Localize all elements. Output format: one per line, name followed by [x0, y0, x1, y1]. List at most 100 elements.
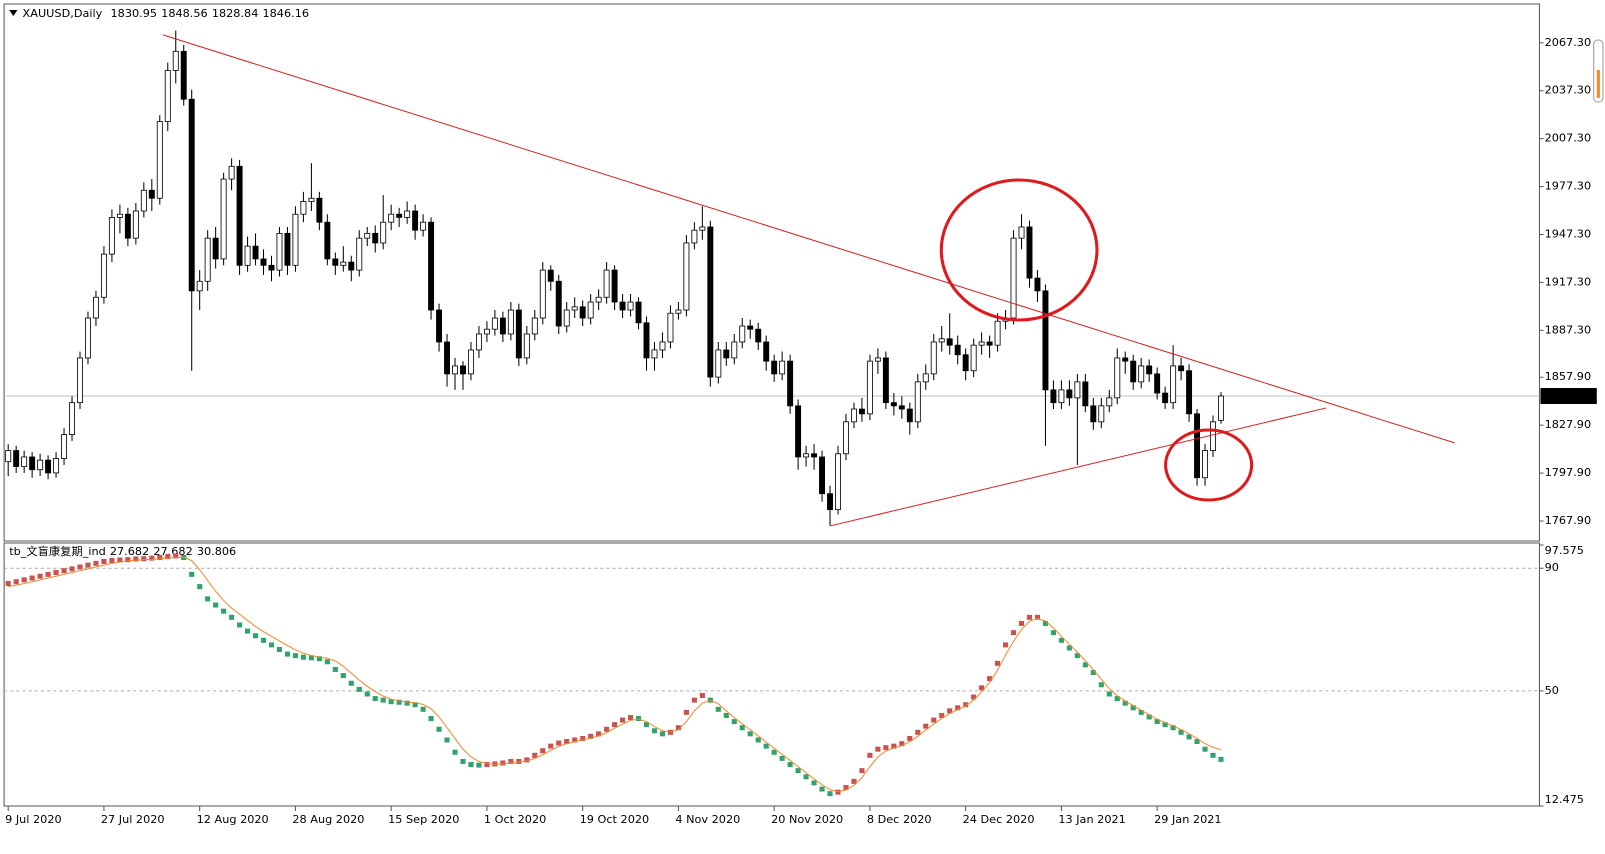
candle-body: [132, 210, 139, 239]
candle-body: [340, 261, 347, 266]
indicator-dot: [1066, 645, 1072, 651]
indicator-header: tb_文盲康复期_ind 27.682 27.682 30.806: [9, 544, 236, 558]
y-tick-label: 1827.90: [1545, 418, 1592, 431]
indicator-dot: [436, 726, 442, 732]
indicator-dot: [851, 778, 857, 784]
candle-body: [890, 402, 897, 407]
candle-body: [140, 189, 147, 212]
indicator-dot: [827, 791, 833, 797]
indicator-dot: [691, 697, 697, 703]
candle-body: [156, 121, 163, 199]
candle-body: [643, 322, 650, 359]
candle-body: [292, 213, 299, 266]
candle-body: [460, 365, 466, 375]
candle-body: [1082, 381, 1089, 407]
candle-body: [507, 309, 514, 335]
candle-body: [1058, 389, 1065, 404]
indicator-dot: [396, 699, 402, 705]
indicator-dot: [21, 577, 27, 583]
candle-body: [69, 402, 75, 435]
indicator-dot: [811, 780, 817, 786]
candle-body: [715, 349, 722, 378]
candle-body: [619, 301, 626, 311]
candle-body: [396, 213, 403, 218]
candle-body: [1162, 392, 1169, 404]
indicator-dot: [1090, 670, 1096, 676]
indicator-value: 27.682: [110, 545, 149, 558]
indicator-dot: [1010, 630, 1017, 636]
candle-body: [922, 373, 929, 383]
candle-body: [803, 453, 810, 458]
candle-body: [53, 458, 60, 474]
y-tick-label: 50: [1545, 684, 1559, 697]
candle-body: [268, 264, 275, 271]
indicator-dot: [627, 715, 634, 721]
candle-body: [723, 349, 730, 359]
indicator-dot: [883, 745, 889, 751]
indicator-dot: [1098, 682, 1104, 688]
candle-body: [348, 261, 355, 271]
indicator-dot: [572, 737, 578, 743]
indicator-dot: [141, 556, 147, 562]
close: 1846.16: [262, 7, 309, 20]
candle-body: [212, 237, 219, 260]
menu-arrow[interactable]: [9, 10, 18, 16]
candle-body: [1194, 413, 1201, 479]
scrollbar-thumb[interactable]: [1596, 70, 1600, 98]
candle-body: [475, 333, 482, 351]
y-tick-label: 2067.30: [1545, 36, 1592, 49]
indicator-dot: [292, 653, 298, 659]
indicator-dot: [173, 553, 179, 559]
indicator-dot: [995, 660, 1001, 666]
y-tick-label: 1947.30: [1545, 228, 1592, 241]
candle-body: [1074, 381, 1081, 399]
candle-body: [914, 381, 921, 423]
price-label-box: [1540, 388, 1597, 405]
indicator-dot: [963, 702, 969, 708]
indicator-dot: [109, 558, 115, 564]
y-tick-label: 1917.30: [1545, 275, 1592, 288]
candle-body: [252, 245, 259, 260]
indicator-dot: [747, 731, 753, 737]
candle-body: [236, 165, 243, 266]
indicator-dot: [5, 581, 11, 587]
candle-body: [667, 312, 674, 343]
indicator-dot: [1002, 642, 1009, 648]
candle-body: [906, 408, 913, 423]
chart-header: XAUUSD,Daily 1830.95 1848.56 1828.84 1846.16: [23, 7, 310, 20]
candle-body: [1034, 277, 1041, 292]
candle-body: [882, 357, 889, 404]
candle-body: [547, 269, 554, 282]
indicator-dot: [29, 575, 35, 581]
candle-body: [316, 197, 323, 223]
indicator-dot: [157, 554, 163, 560]
candle-body: [595, 296, 602, 303]
candle-body: [763, 341, 770, 362]
trendline: [162, 34, 1455, 444]
indicator-dot: [1210, 752, 1216, 758]
indicator-dot: [1058, 637, 1064, 643]
candle-body: [499, 317, 506, 335]
indicator-dot: [332, 666, 338, 672]
candle-body: [827, 493, 833, 511]
candle-body: [866, 360, 873, 415]
candle-body: [1066, 389, 1073, 399]
indicator-dot: [659, 731, 666, 737]
indicator-dot: [1138, 709, 1144, 715]
indicator-dot: [556, 740, 562, 746]
candle-body: [124, 213, 131, 239]
low: 1828.84: [212, 7, 259, 20]
main-pane-border: [3, 3, 1540, 542]
candle-body: [1090, 405, 1097, 423]
candle-body: [611, 269, 618, 303]
indicator-dot: [580, 735, 586, 741]
indicator-dot: [1202, 746, 1208, 752]
candle-body: [587, 301, 594, 319]
candle-body: [707, 226, 714, 378]
indicator-dot: [404, 700, 410, 706]
indicator-dot: [1034, 614, 1041, 620]
indicator-dot: [380, 697, 386, 703]
candle-body: [5, 450, 12, 463]
indicator-pane-border: [3, 542, 1540, 807]
indicator-dot: [1170, 725, 1176, 731]
